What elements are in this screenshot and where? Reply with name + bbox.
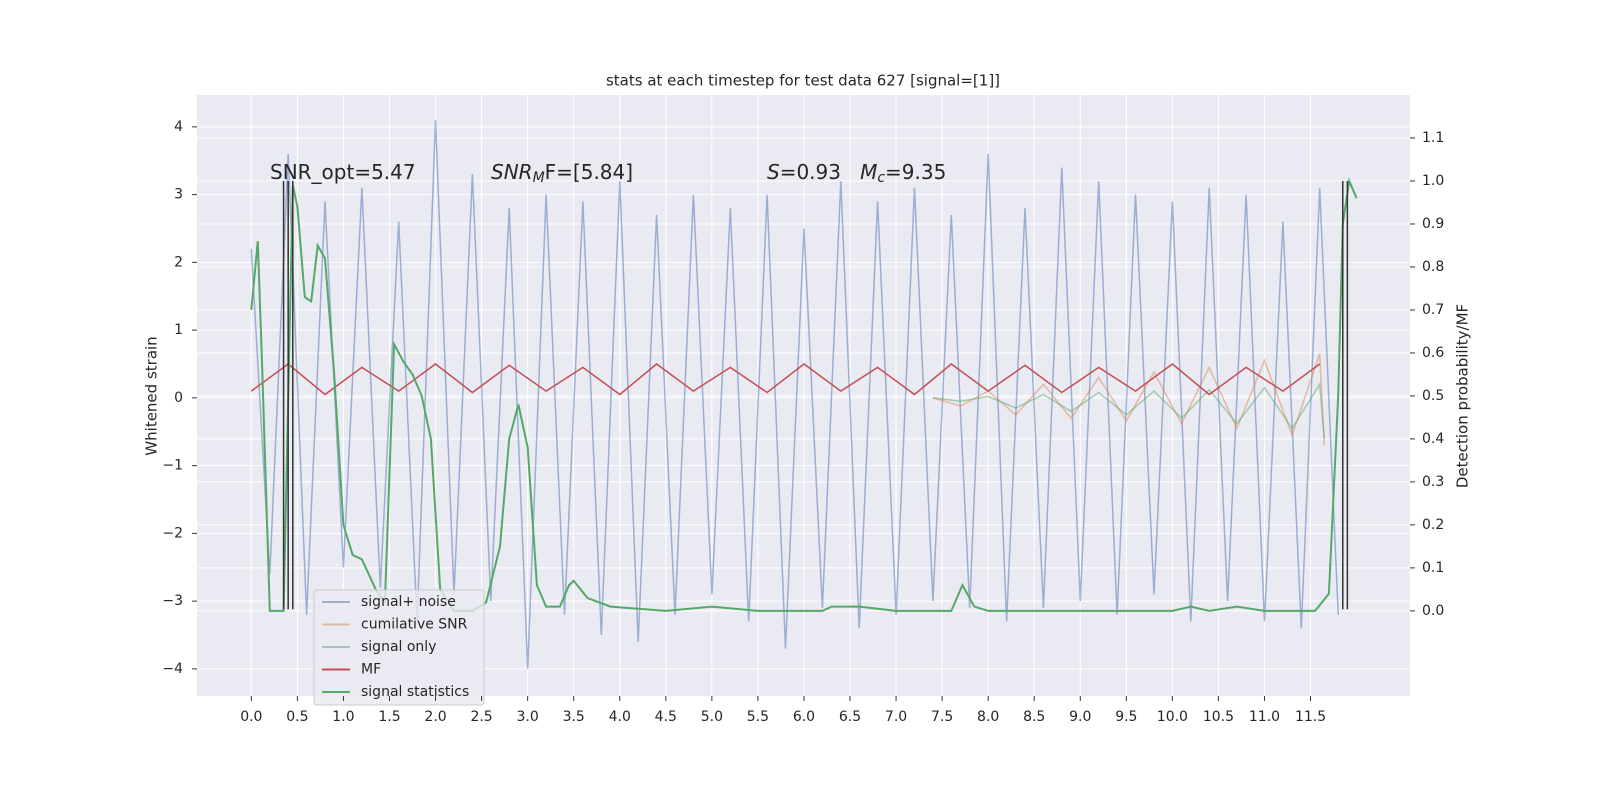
- y2-tick-label: 0.0: [1422, 603, 1444, 619]
- x-tick-label: 0.5: [286, 709, 308, 725]
- y2-tick-label: 0.6: [1422, 345, 1444, 361]
- y2-tick-label: 0.2: [1422, 517, 1444, 533]
- y2-tick-label: 0.3: [1422, 474, 1444, 490]
- x-tick-label: 1.5: [378, 709, 400, 725]
- y-tick-label: 0: [174, 390, 183, 406]
- y2-tick-label: 0.7: [1422, 302, 1444, 318]
- x-tick-label: 6.0: [793, 709, 815, 725]
- x-tick-label: 7.0: [885, 709, 907, 725]
- series-line: [250, 363, 1321, 396]
- chart-title: stats at each timestep for test data 627…: [606, 72, 1000, 90]
- y2-tick-label: 0.9: [1422, 216, 1444, 232]
- x-tick-label: 9.5: [1115, 709, 1137, 725]
- x-tick-label: 8.0: [977, 709, 999, 725]
- y-tick-label: 2: [174, 254, 183, 270]
- legend-label: signal+ noise: [361, 594, 456, 610]
- x-tick-label: 6.5: [839, 709, 861, 725]
- x-tick-label: 2.5: [470, 709, 492, 725]
- y-axis-label: Whitened strain: [143, 336, 161, 455]
- x-tick-label: 11.0: [1249, 709, 1280, 725]
- legend-label: signal statistics: [361, 684, 469, 700]
- series-line: [932, 381, 1326, 439]
- y2-tick-label: 1.1: [1422, 130, 1444, 146]
- x-tick-label: 9.0: [1069, 709, 1091, 725]
- annotation: SNRMF=[5.84]: [491, 160, 633, 187]
- y2-tick-label: 0.4: [1422, 431, 1444, 447]
- y-tick-label: −3: [162, 593, 183, 609]
- x-tick-label: 8.5: [1023, 709, 1045, 725]
- x-tick-label: 5.5: [747, 709, 769, 725]
- x-tick-label: 4.5: [655, 709, 677, 725]
- legend-label: signal only: [361, 639, 436, 655]
- y2-axis-label: Detection probability/MF: [1454, 304, 1472, 488]
- annotation: SNR_opt=5.47: [270, 160, 416, 184]
- x-tick-label: 0.0: [240, 709, 262, 725]
- x-tick-label: 10.0: [1157, 709, 1188, 725]
- y-tick-label: 1: [174, 322, 183, 338]
- series-line: [250, 120, 1339, 669]
- y-tick-label: −1: [162, 458, 183, 474]
- x-tick-label: 5.0: [701, 709, 723, 725]
- x-tick-label: 10.5: [1203, 709, 1234, 725]
- x-tick-label: 1.0: [332, 709, 354, 725]
- x-tick-label: 3.0: [517, 709, 539, 725]
- legend-label: cumilative SNR: [361, 617, 468, 633]
- y-tick-label: −4: [162, 661, 183, 677]
- legend-label: MF: [361, 662, 381, 678]
- x-tick-label: 3.5: [563, 709, 585, 725]
- y2-tick-label: 1.0: [1422, 173, 1444, 189]
- y-tick-label: 4: [174, 119, 183, 135]
- annotation: S=0.93 Mc=9.35: [767, 160, 946, 187]
- y-tick-label: −2: [162, 525, 183, 541]
- x-tick-label: 2.0: [424, 709, 446, 725]
- y-tick-label: 3: [174, 187, 183, 203]
- series-line: [250, 177, 1358, 612]
- y2-tick-label: 0.1: [1422, 560, 1444, 576]
- y2-tick-label: 0.8: [1422, 259, 1444, 275]
- x-tick-label: 11.5: [1295, 709, 1326, 725]
- y2-tick-label: 0.5: [1422, 388, 1444, 404]
- x-tick-label: 7.5: [931, 709, 953, 725]
- legend-box: [313, 589, 485, 706]
- x-tick-label: 4.0: [609, 709, 631, 725]
